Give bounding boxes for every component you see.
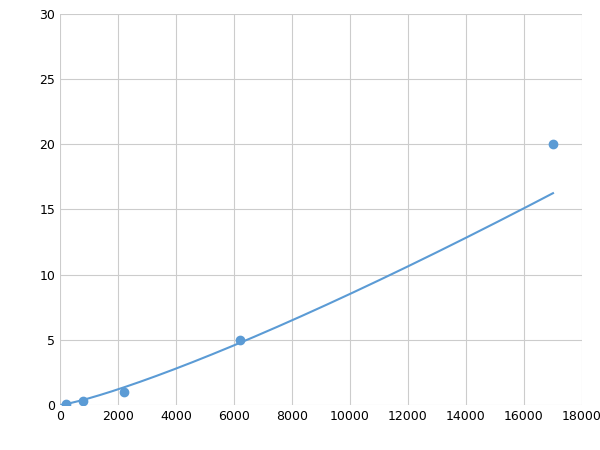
Point	[548, 140, 558, 148]
Point	[119, 388, 128, 396]
Point	[61, 400, 71, 407]
Point	[79, 397, 88, 405]
Point	[235, 336, 245, 343]
